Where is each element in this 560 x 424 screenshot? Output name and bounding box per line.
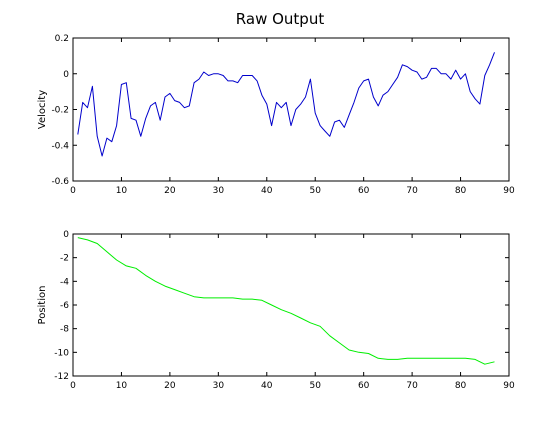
position-x-tick-label: 0 (70, 381, 76, 391)
position-axes-box (72, 233, 510, 377)
velocity-x-tick-label: 40 (261, 186, 273, 196)
position-y-tick-label: -8 (60, 325, 69, 335)
velocity-x-tick-label: 30 (213, 186, 225, 196)
position-y-tick-label: -2 (60, 254, 69, 264)
velocity-x-tick-label: 90 (503, 186, 515, 196)
velocity-y-tick-label: 0 (63, 70, 69, 80)
velocity-x-tick-label: 20 (164, 186, 176, 196)
position-x-tick-label: 90 (503, 381, 515, 391)
velocity-x-tick-label: 50 (309, 186, 321, 196)
position-y-tick-label: -12 (54, 372, 69, 382)
velocity-axes-box (72, 37, 510, 182)
position-ylabel: Position (37, 286, 48, 325)
position-series-line (77, 237, 495, 365)
position-x-tick-label: 30 (213, 381, 225, 391)
velocity-y-tick-label: -0.2 (51, 106, 69, 116)
velocity-y-tick-label: -0.6 (51, 177, 69, 187)
velocity-y-tick-label: 0.2 (55, 34, 69, 44)
position-x-tick-label: 40 (261, 381, 273, 391)
position-x-tick-label: 70 (406, 381, 418, 391)
position-y-tick-label: 0 (63, 230, 69, 240)
position-x-tick-label: 20 (164, 381, 176, 391)
velocity-plot: 0 10 20 30 40 50 60 70 80 90 -0.6 -0.4 -0.2 0 0.2 Veloc… (37, 34, 515, 196)
velocity-x-tick-label: 80 (455, 186, 467, 196)
position-plot: 0 10 20 30 40 50 60 70 80 90 -12 -10 -8 -6 -4 -2 0 Positi… (37, 230, 515, 391)
velocity-x-tick-label: 0 (70, 186, 76, 196)
position-y-tick-label: -4 (60, 277, 69, 287)
position-y-tick-label: -6 (60, 301, 69, 311)
figure-title: Raw Output (236, 10, 325, 28)
velocity-y-tick-label: -0.4 (51, 141, 69, 151)
velocity-x-tick-label: 10 (116, 186, 128, 196)
position-x-tick-label: 10 (116, 381, 128, 391)
position-x-tick-label: 80 (455, 381, 467, 391)
position-y-tick-label: -10 (54, 348, 69, 358)
position-x-tick-label: 50 (309, 381, 321, 391)
velocity-x-tick-label: 70 (406, 186, 418, 196)
velocity-ylabel: Velocity (37, 90, 48, 129)
velocity-x-tick-label: 60 (358, 186, 370, 196)
velocity-series-line (77, 52, 495, 157)
position-x-tick-label: 60 (358, 381, 370, 391)
